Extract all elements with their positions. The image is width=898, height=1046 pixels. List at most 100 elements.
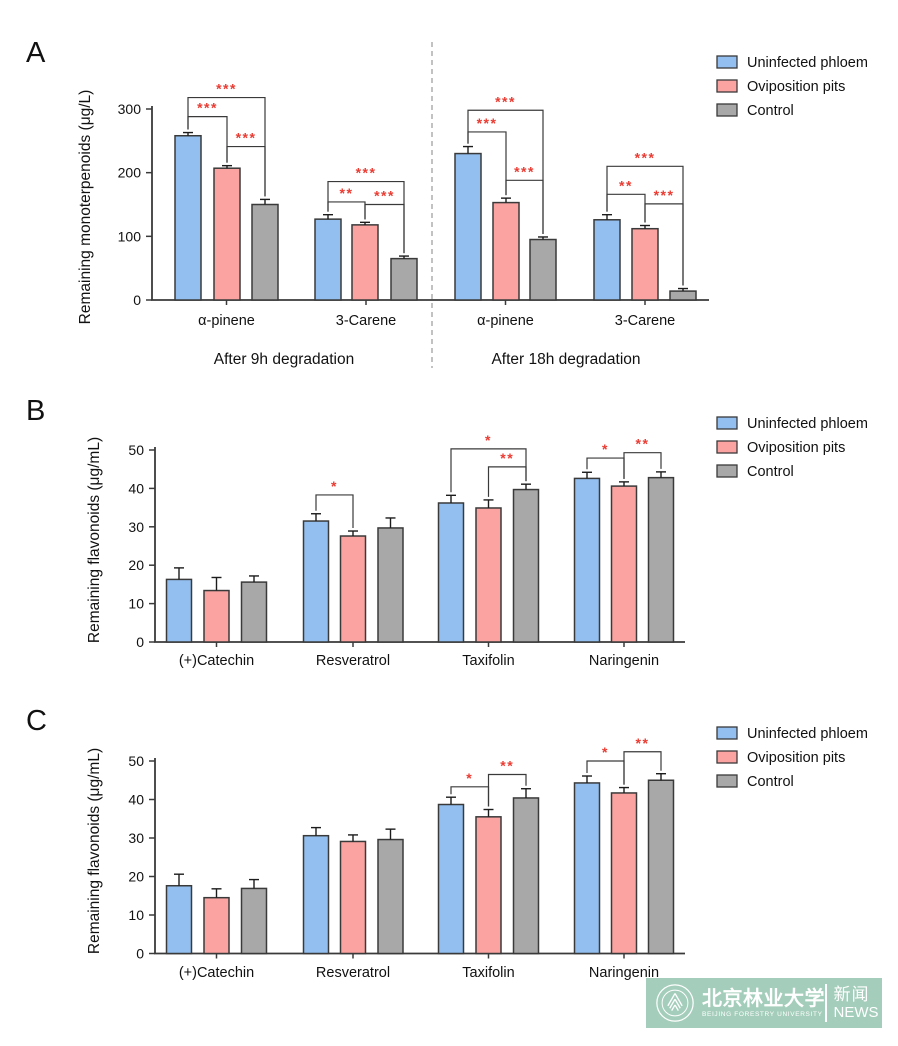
significance-label: *** <box>477 115 498 131</box>
significance-label: ** <box>619 177 633 193</box>
significance-label: *** <box>495 93 516 109</box>
significance-bracket <box>487 773 527 807</box>
significance-label: *** <box>216 81 237 97</box>
y-tick-label: 0 <box>136 634 144 650</box>
legend-swatch <box>716 55 738 69</box>
university-name-en: BEIJING FORESTRY UNIVERSITY <box>702 1011 823 1018</box>
y-tick-label: 10 <box>128 907 144 923</box>
significance-bracket <box>487 466 527 497</box>
legend-item-label: Oviposition pits <box>747 440 845 456</box>
bar <box>251 203 279 301</box>
bar <box>610 485 638 643</box>
bar <box>573 782 601 955</box>
significance-bracket <box>586 760 625 785</box>
x-tick-label: α-pinene <box>477 313 534 329</box>
significance-label: *** <box>374 187 395 203</box>
bar <box>647 779 675 955</box>
significance-label: ** <box>340 185 354 201</box>
significance-label: *** <box>197 100 218 116</box>
legend-item-label: Control <box>747 464 794 480</box>
significance-label: *** <box>654 187 675 203</box>
bar <box>203 896 230 955</box>
legend-swatch <box>716 103 738 117</box>
bar <box>512 488 540 643</box>
x-tick-label: 3-Carene <box>615 313 675 329</box>
bar <box>437 502 465 643</box>
legend-swatch <box>716 416 738 430</box>
bar <box>240 581 268 643</box>
x-tick-label: Naringenin <box>589 653 659 669</box>
bar <box>377 838 404 955</box>
significance-bracket <box>226 145 266 197</box>
significance-label: * <box>331 478 338 494</box>
bar <box>647 476 675 643</box>
bar <box>302 520 330 643</box>
x-tick-label: α-pinene <box>198 313 255 329</box>
significance-label: * <box>466 770 473 786</box>
bar <box>529 238 557 301</box>
panel-label-C: C <box>26 705 47 737</box>
x-tick-label: Naringenin <box>589 965 659 981</box>
y-axis-title: Remaining flavonoids (μg/mL) <box>86 437 103 643</box>
significance-bracket <box>467 109 544 234</box>
bar <box>165 884 193 955</box>
bar <box>351 224 379 301</box>
y-tick-label: 30 <box>128 519 144 535</box>
panel-label-B: B <box>26 395 45 427</box>
legend-item-label: Uninfected phloem <box>747 416 868 432</box>
news-label-en: NEWS <box>833 1003 879 1021</box>
significance-label: * <box>485 432 492 448</box>
legend-item-label: Control <box>747 103 794 119</box>
significance-bracket <box>623 452 662 479</box>
bar <box>669 290 697 301</box>
bar <box>240 887 268 955</box>
y-axis-title: Remaining flavonoids (μg/mL) <box>86 748 103 954</box>
bar <box>631 227 659 301</box>
bfu-emblem-icon <box>656 984 694 1022</box>
y-tick-label: 40 <box>128 480 144 496</box>
legend-swatch <box>716 774 738 788</box>
bfu-news-logo: 北京林业大学 BEIJING FORESTRY UNIVERSITY 新闻 NE… <box>646 978 882 1028</box>
bar <box>492 201 520 301</box>
panel-a-chart: A Remaining monoterpenoids (μg/L) 0 100 200 3… <box>26 37 868 368</box>
significance-bracket <box>315 494 354 529</box>
x-tick-label: Taxifolin <box>462 653 514 669</box>
significance-bracket <box>450 448 527 493</box>
significance-label: ** <box>500 757 514 773</box>
y-tick-label: 50 <box>128 753 144 769</box>
significance-label: *** <box>514 163 535 179</box>
y-tick-label: 0 <box>133 292 141 308</box>
bar <box>165 578 193 643</box>
logo-divider <box>825 984 827 1022</box>
x-tick-label: (+)Catechin <box>179 653 254 669</box>
y-tick-label: 30 <box>128 830 144 846</box>
panel-b-chart: B Remaining flavonoids (μg/mL) 0 10 20 30 40 50… <box>26 395 868 669</box>
y-tick-label: 40 <box>128 792 144 808</box>
significance-label: * <box>602 744 609 760</box>
x-tick-label: 3-Carene <box>336 313 396 329</box>
legend-swatch <box>716 726 738 740</box>
significance-bracket <box>586 457 625 479</box>
x-tick-label: Taxifolin <box>462 965 514 981</box>
y-tick-label: 300 <box>118 101 142 117</box>
panel-label-A: A <box>26 37 46 69</box>
x-tick-label: (+)Catechin <box>179 965 254 981</box>
significance-bracket <box>505 179 544 234</box>
significance-label: * <box>602 441 609 457</box>
legend-swatch <box>716 79 738 93</box>
x-tick-label: Resveratrol <box>316 965 390 981</box>
logo-university-block: 北京林业大学 BEIJING FORESTRY UNIVERSITY <box>702 988 825 1018</box>
bar <box>437 803 465 955</box>
legend-item-label: Oviposition pits <box>747 79 845 95</box>
significance-label: ** <box>636 436 650 452</box>
y-tick-label: 20 <box>128 557 144 573</box>
bar <box>314 218 342 301</box>
significance-bracket <box>364 203 405 254</box>
bar <box>174 134 202 301</box>
bar <box>302 834 330 955</box>
bar <box>339 840 367 955</box>
bar <box>377 527 404 643</box>
y-tick-label: 10 <box>128 596 144 612</box>
bar <box>339 535 367 643</box>
significance-label: *** <box>356 165 377 181</box>
